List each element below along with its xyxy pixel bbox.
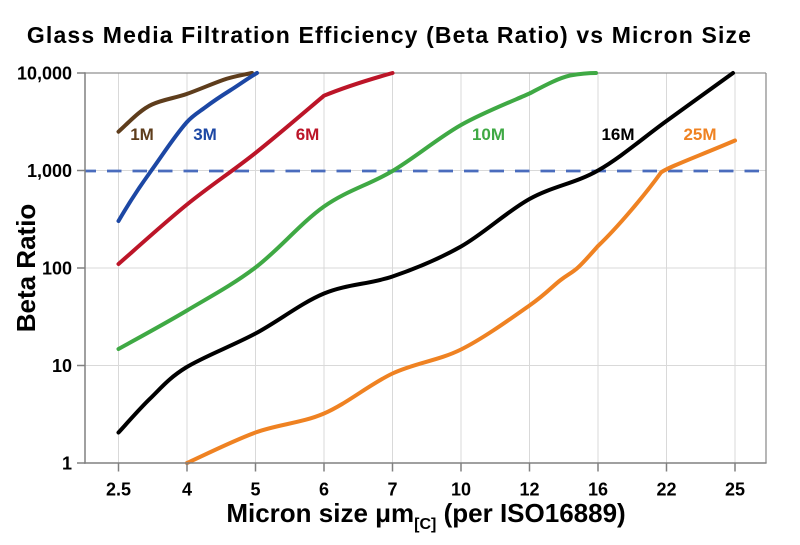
svg-text:16M: 16M [601, 125, 634, 144]
svg-text:16: 16 [588, 479, 608, 499]
svg-text:22: 22 [656, 479, 676, 499]
svg-text:1: 1 [62, 454, 72, 474]
svg-text:6M: 6M [296, 125, 320, 144]
svg-text:10: 10 [52, 356, 72, 376]
svg-text:100: 100 [42, 259, 72, 279]
svg-text:25: 25 [725, 479, 745, 499]
svg-text:Glass Media Filtration Efficie: Glass Media Filtration Efficiency (Beta … [27, 22, 752, 48]
svg-text:6: 6 [319, 479, 329, 499]
svg-text:5: 5 [250, 479, 260, 499]
svg-text:25M: 25M [683, 125, 716, 144]
svg-text:Beta Ratio: Beta Ratio [11, 204, 41, 333]
svg-text:2.5: 2.5 [106, 479, 131, 499]
svg-text:10M: 10M [472, 125, 505, 144]
svg-text:12: 12 [519, 479, 539, 499]
svg-text:1,000: 1,000 [27, 161, 72, 181]
svg-text:4: 4 [182, 479, 192, 499]
svg-text:10,000: 10,000 [17, 64, 72, 84]
svg-text:3M: 3M [193, 125, 217, 144]
svg-text:1M: 1M [130, 125, 154, 144]
svg-text:7: 7 [387, 479, 397, 499]
svg-text:10: 10 [451, 479, 471, 499]
